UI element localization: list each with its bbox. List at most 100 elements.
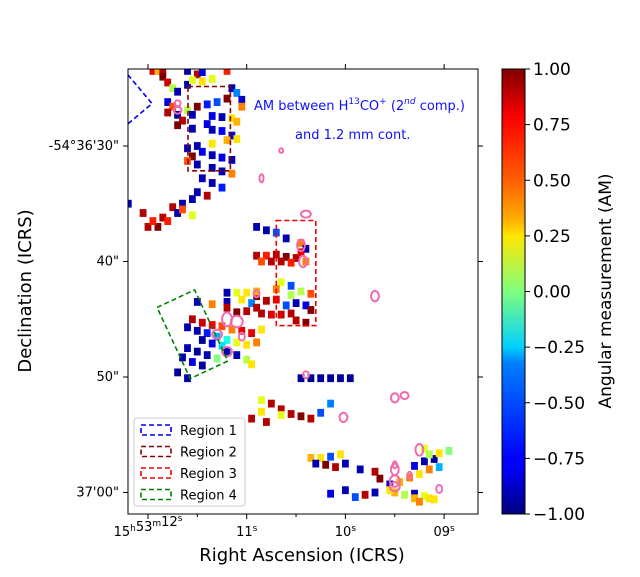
region-boxes <box>128 69 317 380</box>
colorbar-tick-label: 0.00 <box>533 283 571 303</box>
heatmap-pixel <box>233 351 241 359</box>
heatmap-pixel <box>327 374 334 383</box>
heatmap-pixel <box>218 167 226 176</box>
heatmap-pixel <box>228 84 236 93</box>
continuum-contour <box>370 289 380 303</box>
heatmap-pixel <box>302 301 310 310</box>
heatmap-pixel <box>179 205 186 214</box>
continuum-contour <box>301 370 310 380</box>
heatmap-pixel <box>105 94 112 102</box>
heatmap-pixel <box>282 253 290 261</box>
heatmap-pixel <box>327 452 334 461</box>
heatmap-pixel <box>184 106 191 115</box>
heatmap-pixel <box>159 53 166 61</box>
heatmap-pixel <box>346 374 354 383</box>
heatmap-pixel <box>272 250 280 259</box>
heatmap-pixel <box>297 239 305 247</box>
heatmap-pixel <box>258 407 265 416</box>
heatmap-pixel <box>351 493 359 501</box>
heatmap-pixel <box>198 69 206 76</box>
heatmap-pixel <box>277 278 285 287</box>
plot-frame <box>127 68 479 515</box>
heatmap-pixel <box>203 100 211 109</box>
heatmap-pixel <box>263 251 270 260</box>
heatmap-pixel <box>445 447 453 455</box>
heatmap-pixel <box>342 459 349 468</box>
x-tick-label: 15h53m12s <box>114 514 183 540</box>
legend-frame <box>133 417 246 507</box>
heatmap-pixel <box>421 444 428 453</box>
continuum-contour <box>298 254 308 269</box>
continuum-contour <box>414 443 425 457</box>
heatmap-pixel <box>277 405 285 414</box>
heatmap-pixel <box>327 399 334 408</box>
continuum-contour <box>406 470 413 480</box>
heatmap-pixel <box>342 486 349 495</box>
heatmap-pixel <box>179 199 186 208</box>
heatmap-pixel <box>233 308 241 317</box>
heatmap-pixel <box>223 69 231 75</box>
heatmap-pixel <box>243 288 251 297</box>
heatmap-pixel <box>287 309 295 318</box>
continuum-contour <box>278 147 285 154</box>
annotation-line-2: and 1.2 mm cont. <box>295 128 410 143</box>
heatmap-pixel <box>159 69 167 76</box>
heatmap-pixel <box>140 38 147 46</box>
heatmap-pixel <box>189 315 196 324</box>
heatmap-pixel <box>421 457 428 466</box>
heatmap-pixel <box>425 450 433 459</box>
heatmap-pixel <box>208 151 216 160</box>
heatmap-pixel <box>95 84 102 92</box>
continuum-contour <box>389 392 400 404</box>
heatmap-pixel <box>164 78 172 87</box>
heatmap-pixel <box>277 257 285 266</box>
heatmap-pixel <box>401 490 408 499</box>
heatmap-pixel <box>268 399 275 408</box>
heatmap-pixel <box>307 454 315 462</box>
heatmap-pixel <box>243 307 251 316</box>
heatmap-pixel <box>193 298 201 306</box>
heatmap-pixel <box>198 318 206 327</box>
heatmap-pixel <box>208 112 216 120</box>
heatmap-pixel <box>193 70 201 79</box>
heatmap-pixel <box>184 323 191 332</box>
heatmap-pixel <box>208 75 216 83</box>
heatmap-pixel <box>169 84 177 93</box>
heatmap-pixel <box>425 465 433 474</box>
heatmap-pixel <box>189 195 196 203</box>
heatmap-pixel <box>258 396 265 404</box>
heatmap-pixel <box>193 188 201 197</box>
heatmap-pixel <box>253 223 260 231</box>
heatmap-pixel <box>208 339 216 348</box>
heatmap-pixel <box>425 494 433 503</box>
heatmap-pixel <box>213 354 221 363</box>
heatmap-pixel <box>411 462 418 470</box>
legend: Region 1 Region 2 Region 3 Region 4 <box>133 417 246 507</box>
heatmap-pixel <box>120 206 127 214</box>
heatmap-pixel <box>154 69 162 75</box>
heatmap-pixel <box>248 329 255 337</box>
heatmap-pixel <box>327 489 334 498</box>
heatmap-pixel <box>258 309 265 318</box>
heatmap-pixel <box>272 228 280 237</box>
heatmap-pixel <box>282 234 290 243</box>
heatmap-pixel <box>228 114 236 123</box>
heatmap-pixel <box>150 38 157 46</box>
heatmap-pixel <box>228 169 236 178</box>
heatmap-pixel <box>198 361 206 370</box>
heatmap-pixel <box>253 338 260 347</box>
heatmap-pixel <box>371 488 379 497</box>
heatmap-pixel <box>248 360 255 369</box>
heatmap-pixel <box>386 486 394 495</box>
continuum-contour <box>399 391 410 400</box>
heatmap-pixel <box>371 467 379 476</box>
heatmap-pixel <box>307 374 315 383</box>
x-axis-title: Right Ascension (ICRS) <box>199 545 405 566</box>
legend-label: Region 4 <box>180 489 237 504</box>
heatmap-pixel <box>159 38 166 46</box>
heatmap-pixel <box>128 199 132 208</box>
heatmap-pixel <box>233 338 241 347</box>
heatmap-pixel <box>203 329 211 337</box>
heatmap-pixel <box>258 257 265 266</box>
